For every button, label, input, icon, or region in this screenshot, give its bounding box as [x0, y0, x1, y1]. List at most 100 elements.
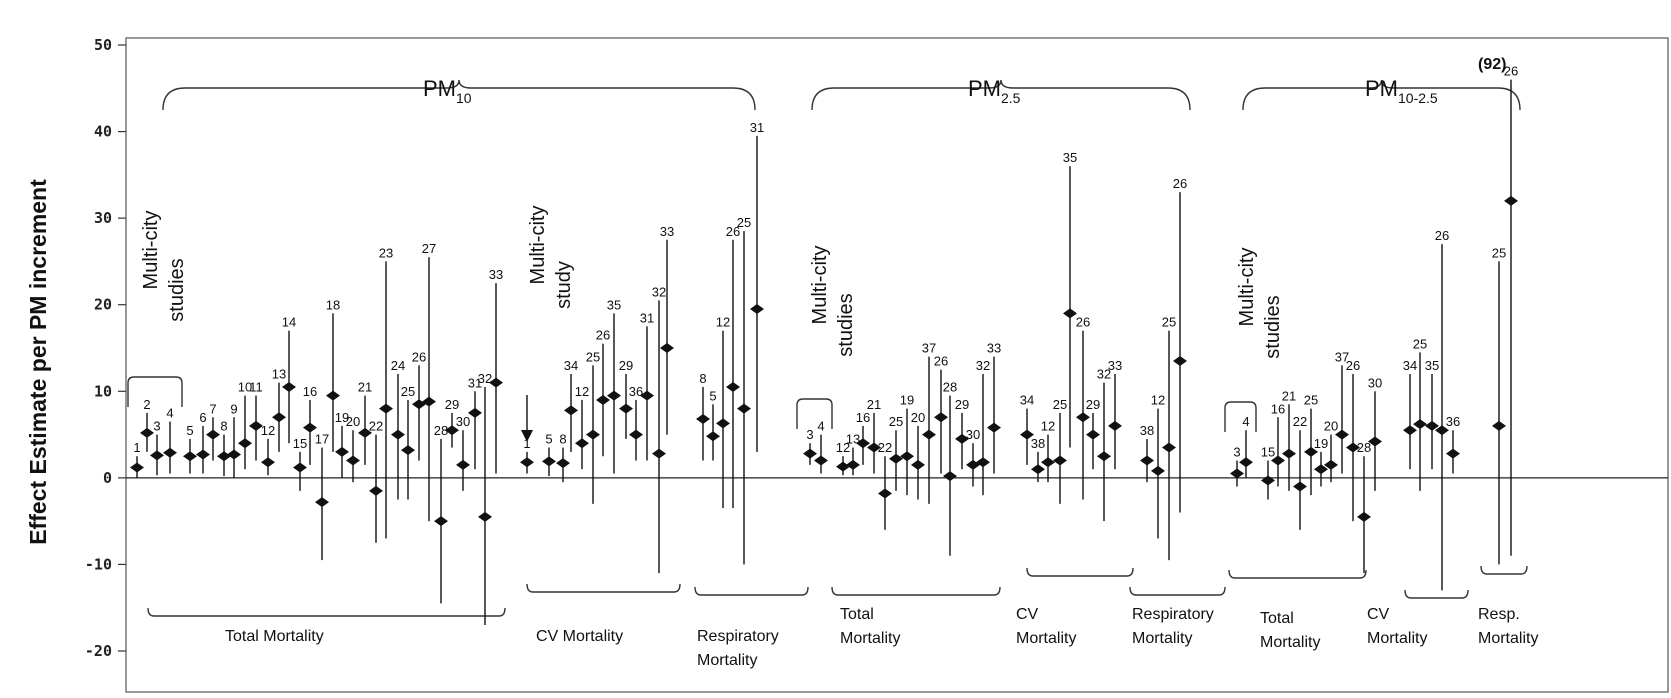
point-marker: [130, 462, 144, 473]
data-point: 35: [1425, 358, 1439, 470]
point-label: 5: [545, 432, 552, 447]
data-point: 16: [1271, 401, 1285, 487]
point-label: 17: [315, 432, 329, 447]
point-label: 26: [1504, 64, 1518, 79]
point-label: 30: [966, 427, 980, 442]
data-point: 20: [911, 410, 925, 500]
group-label: Respiratory Mortality: [697, 628, 779, 669]
group-label-line: Total: [840, 606, 874, 623]
point-marker: [1403, 425, 1417, 436]
point-label: 13: [272, 367, 286, 382]
y-axis-label: Effect Estimate per PM increment: [25, 179, 51, 545]
point-marker: [878, 488, 892, 499]
data-point: 15: [293, 436, 307, 491]
data-point: 25: [586, 349, 600, 504]
data-point: 25: [1413, 336, 1427, 491]
data-point: 8: [556, 432, 570, 483]
point-label: 26: [934, 354, 948, 369]
point-label: 32: [1097, 367, 1111, 382]
data-point: 32: [1097, 367, 1111, 522]
y-tick-label: 40: [94, 123, 112, 141]
point-label: 1: [523, 436, 530, 451]
point-marker: [575, 438, 589, 449]
data-point: 29: [619, 358, 633, 439]
point-label: 3: [153, 419, 160, 434]
point-marker: [867, 442, 881, 453]
point-label: 4: [817, 419, 824, 434]
data-point: 12: [836, 440, 850, 476]
point-label: 25: [737, 215, 751, 230]
point-marker: [163, 447, 177, 458]
data-point: 25: [1162, 315, 1176, 561]
point-marker: [619, 403, 633, 414]
pollutant-label-pm10-25: PM10-2.5: [1365, 76, 1438, 106]
point-label: 32: [652, 284, 666, 299]
data-point: 14: [282, 315, 296, 444]
group-label: Total Mortality: [1260, 610, 1320, 651]
point-marker: [836, 461, 850, 472]
point-label: 26: [412, 349, 426, 364]
point-label: 8: [559, 432, 566, 447]
point-marker: [1357, 511, 1371, 522]
data-point: 26: [726, 224, 740, 509]
group-label-line: CV: [1016, 606, 1039, 623]
point-label: 33: [987, 341, 1001, 356]
multi-city-note: Multi-city: [1236, 248, 1258, 327]
point-label: 26: [726, 224, 740, 239]
multi-city-note: studies: [835, 293, 857, 356]
point-marker: [1020, 429, 1034, 440]
point-marker: [976, 457, 990, 468]
group-label-line: Total Mortality: [225, 628, 324, 645]
data-point: 33: [489, 267, 503, 474]
pollutant-label-pm10-25-main: PM: [1365, 76, 1398, 101]
y-tick-label: 50: [94, 36, 112, 54]
point-label: 26: [1435, 228, 1449, 243]
point-marker: [1413, 419, 1427, 430]
point-marker: [706, 431, 720, 442]
point-marker: [1140, 455, 1154, 466]
group-label-line: Mortality: [1132, 630, 1192, 647]
point-marker: [726, 381, 740, 392]
point-label: 16: [303, 384, 317, 399]
data-point: 22: [878, 440, 892, 530]
data-point: 8: [696, 371, 710, 461]
point-marker: [140, 427, 154, 438]
data-point: 26: [1346, 358, 1360, 522]
point-label: 22: [369, 419, 383, 434]
point-label: 12: [261, 423, 275, 438]
point-marker: [1425, 420, 1439, 431]
point-label: 5: [186, 423, 193, 438]
point-marker: [660, 343, 674, 353]
point-marker: [900, 451, 914, 462]
point-marker: [856, 438, 870, 449]
point-marker: [1492, 420, 1506, 431]
data-point: 10: [238, 380, 252, 470]
multi-city-brace: [1224, 401, 1257, 432]
data-point: 12: [1041, 419, 1055, 483]
point-marker: [1053, 455, 1067, 466]
point-marker: [445, 425, 459, 436]
data-point: 19: [335, 410, 349, 478]
point-label: 25: [1492, 245, 1506, 260]
point-label: 3: [806, 427, 813, 442]
point-label: 20: [911, 410, 925, 425]
point-marker: [934, 412, 948, 423]
pollutant-label-pm25: PM2.5: [968, 76, 1021, 106]
point-marker: [303, 422, 317, 433]
bottom-brace: [526, 583, 681, 593]
point-marker: [889, 453, 903, 464]
data-point: 26: [1435, 228, 1449, 591]
point-label: 4: [1242, 414, 1249, 429]
point-label: 7: [209, 401, 216, 416]
bottom-brace: [1480, 565, 1528, 575]
point-label: 29: [955, 397, 969, 412]
point-label: 9: [230, 401, 237, 416]
point-marker: [1446, 448, 1460, 459]
group-label-line: CV Mortality: [536, 628, 623, 645]
data-point: 26: [596, 328, 610, 457]
point-marker: [564, 405, 578, 416]
point-label: 19: [335, 410, 349, 425]
top-brace: [811, 79, 1191, 111]
point-marker: [358, 427, 372, 438]
point-marker: [943, 471, 957, 482]
